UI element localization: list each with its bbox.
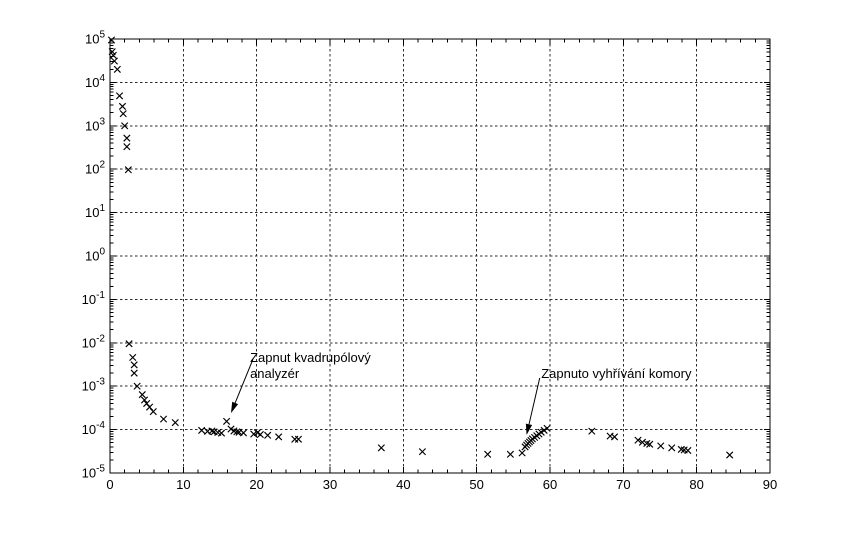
data-point-marker bbox=[506, 450, 515, 458]
data-point-marker bbox=[113, 65, 121, 73]
x-tick-label: 30 bbox=[323, 477, 337, 492]
data-point-marker bbox=[543, 424, 551, 432]
data-points bbox=[107, 36, 734, 459]
data-point-marker bbox=[198, 426, 206, 434]
x-tick-label: 90 bbox=[763, 477, 777, 492]
y-tick-labels: 105 104 103 102 101 100 10-1 10-2 10-3 10-4 10-5 bbox=[82, 30, 106, 481]
data-point-marker bbox=[124, 166, 132, 174]
data-point-marker bbox=[239, 429, 248, 437]
x-tick-labels: 0 10 20 30 40 50 60 70 80 90 bbox=[106, 477, 777, 492]
data-point-marker bbox=[610, 433, 619, 441]
y-tick-label: 10-1 bbox=[82, 290, 106, 307]
x-tick-label: 70 bbox=[616, 477, 630, 492]
y-tick-label: 103 bbox=[85, 116, 105, 133]
data-point-marker bbox=[217, 429, 226, 437]
data-point-marker bbox=[115, 92, 124, 100]
data-point-marker bbox=[133, 382, 141, 390]
data-point-marker bbox=[222, 417, 231, 425]
data-point-marker bbox=[518, 449, 526, 457]
y-tick-label: 100 bbox=[85, 247, 105, 264]
data-point-marker bbox=[264, 431, 272, 439]
annotation-arrowhead bbox=[231, 401, 239, 414]
data-point-marker bbox=[418, 448, 427, 456]
data-point-marker bbox=[256, 430, 264, 439]
x-tick-label: 40 bbox=[396, 477, 410, 492]
data-point-marker bbox=[294, 435, 303, 443]
data-point-marker bbox=[125, 340, 133, 348]
x-tick-label: 50 bbox=[469, 477, 483, 492]
data-point-marker bbox=[123, 134, 131, 142]
annotation-arrow-line bbox=[528, 377, 541, 425]
grid bbox=[110, 39, 770, 473]
x-tick-label: 80 bbox=[689, 477, 703, 492]
data-point-marker bbox=[138, 391, 146, 399]
data-point-marker bbox=[121, 122, 129, 130]
x-tick-label: 0 bbox=[106, 477, 113, 492]
data-point-marker bbox=[377, 444, 385, 452]
data-point-marker bbox=[110, 57, 119, 65]
y-tick-label: 10-5 bbox=[82, 464, 106, 481]
y-tick-label: 10-2 bbox=[82, 333, 106, 350]
data-point-marker bbox=[145, 403, 154, 411]
data-point-marker bbox=[159, 415, 168, 423]
annotation-arrow-line bbox=[234, 358, 254, 404]
y-tick-label: 102 bbox=[85, 160, 105, 177]
data-point-marker bbox=[140, 396, 149, 404]
data-point-marker bbox=[118, 102, 127, 110]
y-tick-label: 10-3 bbox=[82, 377, 106, 394]
x-tick-label: 20 bbox=[249, 477, 263, 492]
y-tick-label: 104 bbox=[85, 73, 105, 90]
data-point-marker bbox=[484, 450, 492, 458]
data-point-marker bbox=[657, 442, 665, 450]
x-tick-label: 10 bbox=[176, 477, 190, 492]
annotation-text: analyzér bbox=[250, 366, 300, 381]
axis-ticks bbox=[109, 38, 771, 474]
data-point-marker bbox=[638, 438, 647, 446]
data-point-marker bbox=[233, 428, 241, 436]
y-tick-label: 105 bbox=[85, 30, 105, 47]
data-point-marker bbox=[129, 353, 137, 362]
annotation-text: Zapnuto vyhřívání komory bbox=[541, 366, 692, 381]
data-point-marker bbox=[726, 451, 734, 459]
data-point-marker bbox=[291, 435, 299, 443]
data-point-marker bbox=[107, 36, 116, 44]
data-point-marker bbox=[588, 427, 596, 435]
data-point-marker bbox=[684, 446, 692, 455]
data-point-marker bbox=[130, 361, 138, 369]
data-point-marker bbox=[123, 143, 131, 151]
annotation-heating-on: Zapnuto vyhřívání komory bbox=[525, 366, 692, 436]
data-point-marker bbox=[668, 444, 676, 452]
x-tick-label: 60 bbox=[543, 477, 557, 492]
annotation-text: Zapnut kvadrupólový bbox=[250, 350, 371, 365]
annotation-arrowhead bbox=[525, 423, 533, 436]
data-point-marker bbox=[646, 440, 654, 448]
data-point-marker bbox=[130, 369, 138, 377]
data-point-marker bbox=[119, 110, 127, 118]
data-point-marker bbox=[208, 427, 216, 435]
data-point-marker bbox=[171, 418, 179, 427]
y-tick-label: 10-4 bbox=[82, 420, 106, 437]
data-point-marker bbox=[109, 51, 117, 59]
data-point-marker bbox=[149, 407, 157, 416]
data-point-marker bbox=[634, 436, 642, 444]
y-tick-label: 101 bbox=[85, 203, 105, 220]
data-point-marker bbox=[275, 433, 283, 441]
